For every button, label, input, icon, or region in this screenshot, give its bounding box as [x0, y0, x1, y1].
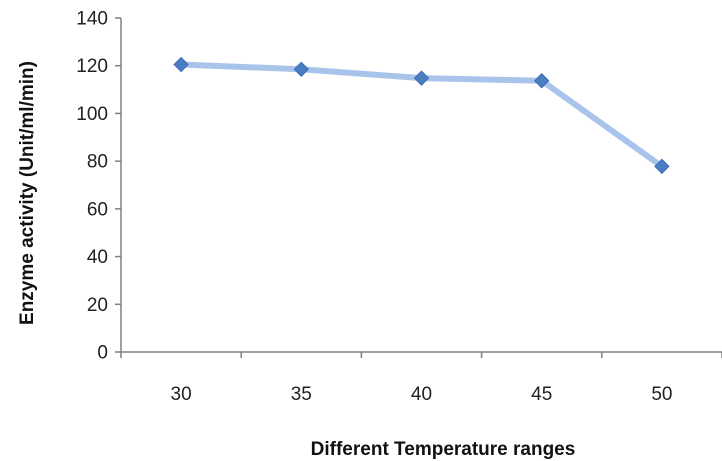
data-point	[654, 158, 670, 175]
x-tick-label: 45	[531, 384, 552, 405]
y-axis-title: Enzyme activity (Unit/ml/min)	[17, 61, 38, 325]
data-point	[413, 70, 430, 86]
y-tick-label: 100	[76, 104, 108, 125]
y-tick-label: 120	[76, 56, 108, 77]
data-point	[533, 73, 550, 89]
y-tick-label: 20	[87, 295, 108, 316]
axes	[120, 18, 722, 353]
y-tick-label: 40	[87, 247, 108, 268]
y-tick-label: 60	[87, 199, 108, 220]
x-tick-label: 30	[171, 384, 192, 405]
x-axis-title: Different Temperature ranges	[311, 439, 576, 460]
y-tick-label: 0	[97, 343, 108, 364]
x-tick-label: 50	[651, 384, 672, 405]
x-tick-label: 40	[411, 384, 432, 405]
data-point	[173, 56, 189, 73]
data-point	[293, 61, 310, 78]
y-tick-label: 80	[87, 152, 108, 173]
y-tick-label: 140	[76, 9, 108, 30]
data-series	[173, 56, 670, 175]
axis-labels: 0 20 40 60 80 100 120 140 30 35 40 45 50	[76, 9, 672, 406]
axis-ticks	[115, 17, 722, 358]
x-tick-label: 35	[291, 384, 312, 405]
